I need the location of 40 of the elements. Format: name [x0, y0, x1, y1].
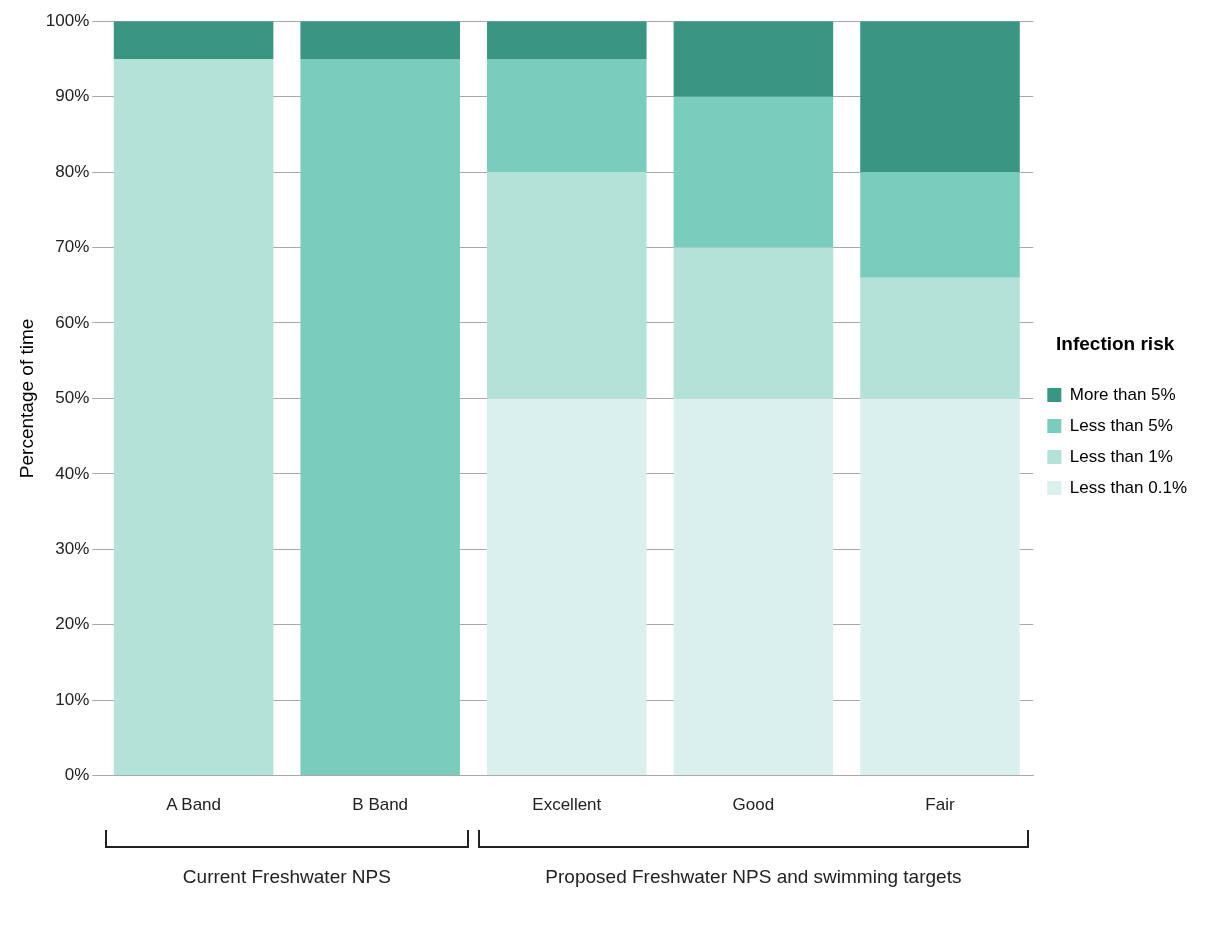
y-tick-label: 50% [55, 388, 90, 408]
bar [673, 96, 834, 248]
bar [487, 21, 647, 59]
bar [860, 277, 1020, 399]
bar [487, 58, 647, 173]
bar [113, 58, 274, 776]
legend-label: More than 5% [1069, 384, 1176, 404]
x-tick-label: Good [732, 795, 775, 815]
bar [860, 21, 1020, 173]
x-tick-label: Fair [925, 795, 955, 815]
legend-title: Infection risk [1056, 333, 1175, 355]
y-tick-label: 70% [55, 237, 90, 257]
bar [673, 21, 834, 97]
bar [300, 58, 460, 776]
y-axis-title: Percentage of time [15, 318, 37, 479]
legend-label: Less than 0.1% [1069, 477, 1188, 497]
text: Current Freshwater NPS [181, 865, 392, 889]
bar [300, 21, 460, 59]
y-tick-label: 60% [55, 312, 90, 332]
x-tick-label: B Band [352, 795, 409, 815]
legend-label: Less than 5% [1069, 415, 1173, 435]
x-tick-label: A Band [166, 795, 221, 815]
y-tick-label: 40% [55, 463, 90, 483]
bar [487, 398, 647, 776]
x-tick-label: Excellent [532, 795, 602, 815]
y-tick-label: 0% [64, 765, 90, 785]
text: Proposed Freshwater NPS and swimming targets [544, 865, 963, 889]
y-tick-label: 30% [55, 538, 90, 558]
bar [113, 21, 274, 59]
y-tick-label: 100% [45, 10, 90, 30]
y-tick-label: 90% [55, 86, 90, 106]
y-tick-label: 80% [55, 161, 90, 181]
bar [860, 172, 1020, 278]
y-tick-label: 10% [55, 689, 90, 709]
y-tick-label: 20% [55, 614, 90, 634]
legend-label: Less than 1% [1069, 446, 1173, 466]
bar [673, 247, 834, 399]
bar [487, 172, 647, 399]
bar [860, 398, 1020, 776]
bar [673, 398, 834, 776]
